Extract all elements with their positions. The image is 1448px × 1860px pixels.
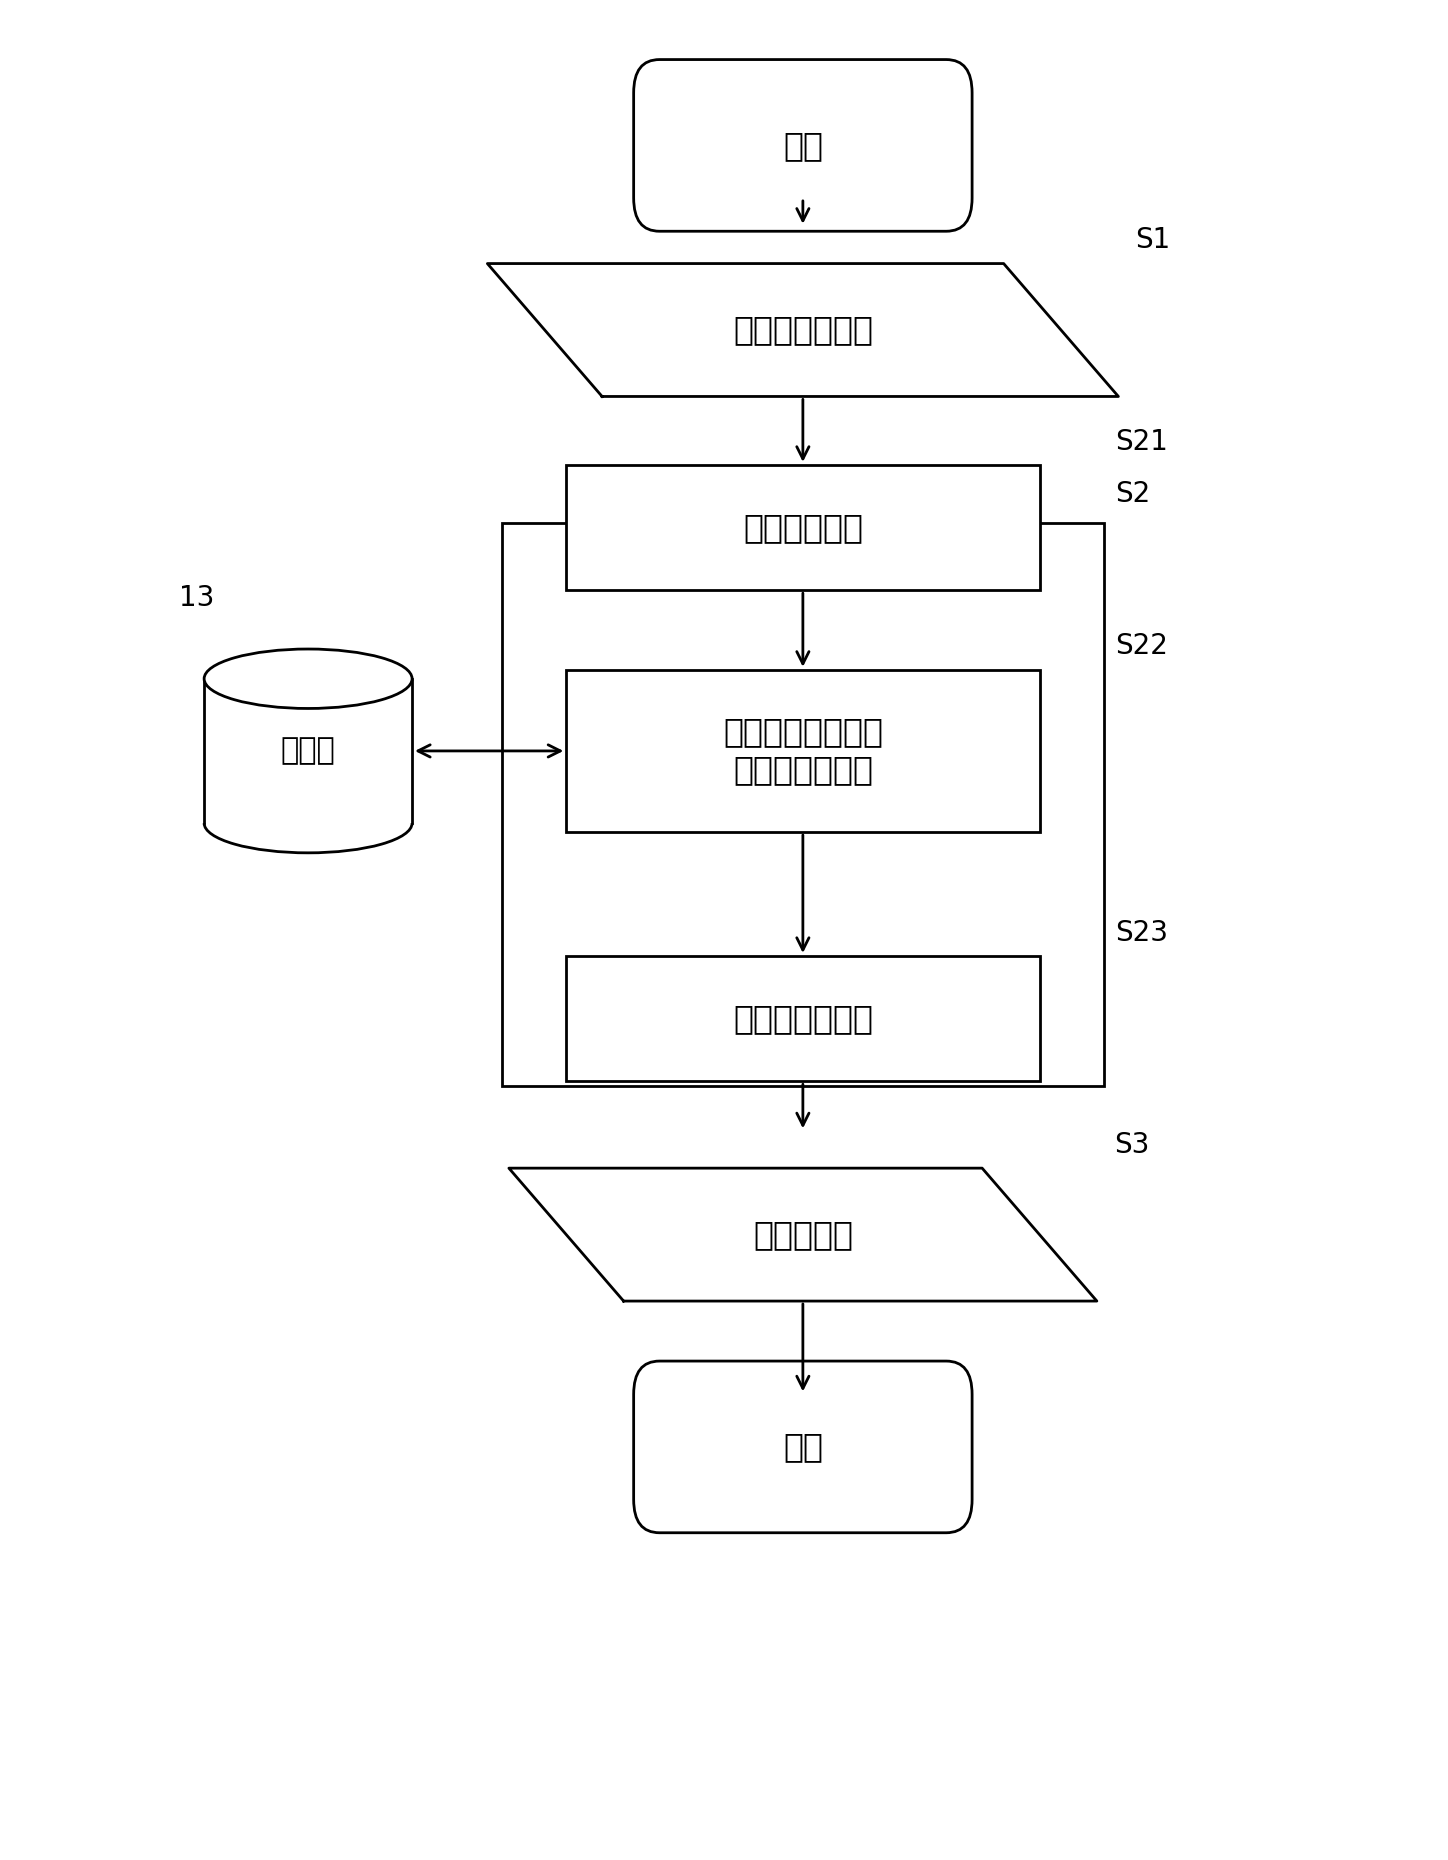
Text: 存储器: 存储器 (281, 737, 336, 766)
Text: 13: 13 (180, 584, 214, 612)
FancyBboxPatch shape (634, 1362, 972, 1533)
Text: 提取人物区域: 提取人物区域 (743, 512, 863, 543)
Text: 基于提取出的人物
区域生成进深图: 基于提取出的人物 区域生成进深图 (723, 716, 883, 787)
Ellipse shape (204, 649, 413, 709)
Text: S2: S2 (1115, 480, 1151, 508)
Text: 输入图像或影像: 输入图像或影像 (733, 314, 873, 346)
Bar (501, 523, 1103, 1086)
Bar (204, 679, 413, 824)
Text: 结束: 结束 (783, 1430, 822, 1464)
Text: S23: S23 (1115, 919, 1169, 947)
Polygon shape (488, 264, 1118, 396)
FancyBboxPatch shape (634, 60, 972, 231)
Text: 开始: 开始 (783, 128, 822, 162)
Text: 输出进深图: 输出进深图 (753, 1218, 853, 1252)
Text: 将进深图平滑化: 将进深图平滑化 (733, 1003, 873, 1036)
Text: S3: S3 (1114, 1131, 1150, 1159)
Bar (566, 670, 1040, 831)
Text: S22: S22 (1115, 632, 1169, 660)
Bar (566, 465, 1040, 590)
Text: S21: S21 (1115, 428, 1169, 456)
Bar (566, 956, 1040, 1081)
Polygon shape (508, 1168, 1098, 1300)
Text: S1: S1 (1135, 227, 1171, 255)
